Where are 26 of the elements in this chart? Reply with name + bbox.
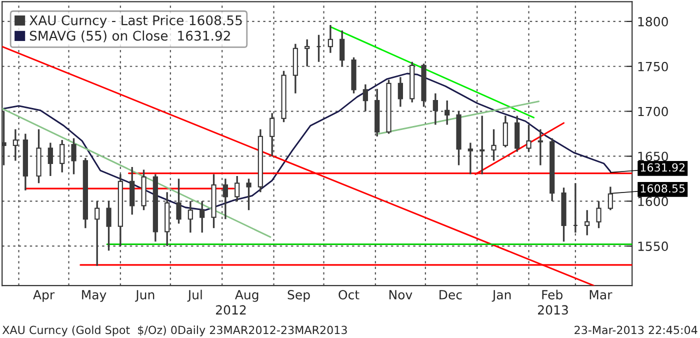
text: 2013: [538, 305, 568, 315]
x-tick-label: Mar: [590, 290, 612, 300]
y-tick-label: 1700: [638, 106, 668, 116]
x-tick-label: Jun: [135, 290, 154, 302]
y-tick-label: 1600: [638, 196, 668, 206]
x-tick-label: Feb: [542, 290, 562, 300]
y-tick-label: 1650: [638, 152, 668, 162]
x-tick-label: Dec: [440, 290, 462, 300]
text: 2012: [216, 305, 246, 315]
x-tick-label: Jan: [492, 290, 511, 302]
x-tick-label: Oct: [338, 290, 360, 300]
x-tick-label: Jul: [187, 290, 202, 302]
text: XAU Curncy (Gold Spot $/Oz) 0Daily 23MAR2012-23MAR2013: [2, 326, 347, 336]
legend-label: XAU Curncy - Last Price 1608.55: [29, 15, 242, 28]
legend-label: SMAVG (55) on Close 1631.92: [30, 30, 230, 42]
x-tick-label: Apr: [33, 290, 55, 302]
y-tick-label: 1800: [638, 16, 668, 26]
x-tick-label: Sep: [288, 290, 310, 302]
y-tick-label: 1550: [638, 242, 668, 252]
x-tick-label: Nov: [389, 290, 412, 300]
y-tick-label: 1750: [638, 62, 668, 72]
annotation: 1608.55: [640, 184, 685, 193]
annotation: 1631.92: [640, 163, 684, 172]
x-tick-label: May: [82, 290, 106, 302]
x-tick-label: Aug: [234, 290, 258, 302]
text: 23-Mar-2013 22:45:04: [574, 326, 698, 334]
